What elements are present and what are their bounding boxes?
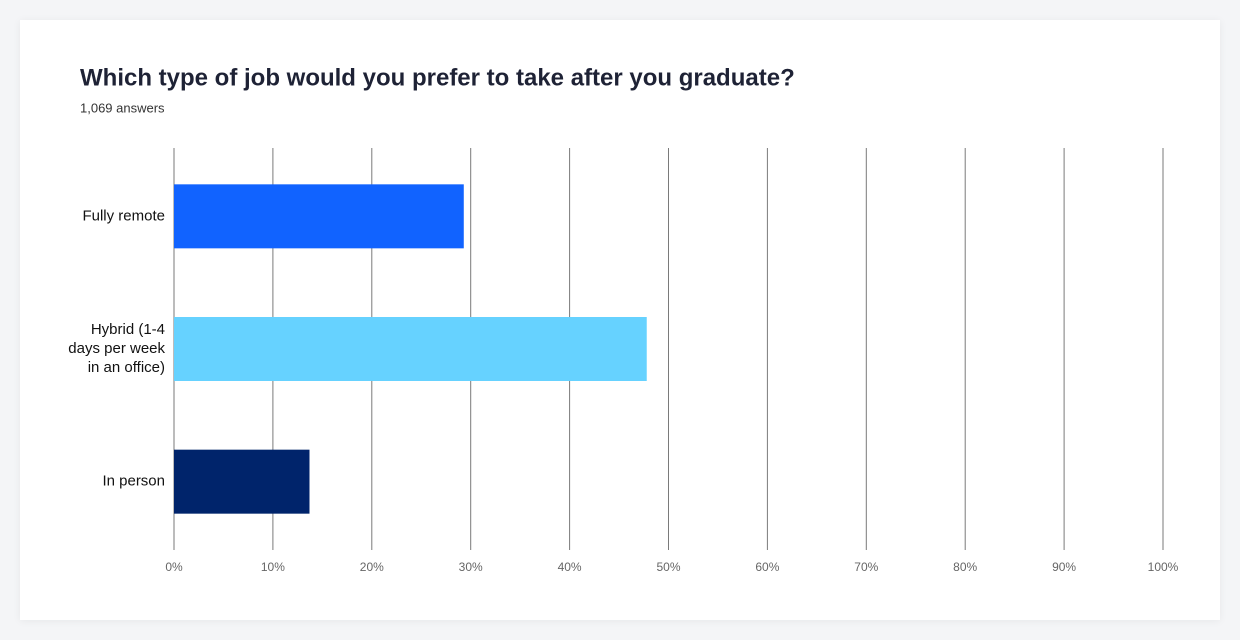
x-tick-label: 10% bbox=[261, 560, 285, 574]
x-tick-label: 20% bbox=[360, 560, 384, 574]
y-tick-label: Hybrid (1-4 days per week in an office) bbox=[68, 321, 165, 376]
x-tick-label: 100% bbox=[1148, 560, 1179, 574]
chart-subtitle: 1,069 answers bbox=[80, 100, 165, 115]
x-tick-label: 70% bbox=[854, 560, 878, 574]
bar bbox=[174, 184, 464, 249]
chart-title: Which type of job would you prefer to ta… bbox=[80, 64, 795, 91]
y-tick-label: Fully remote bbox=[82, 207, 165, 224]
y-tick-label: In person bbox=[102, 473, 165, 490]
x-tick-label: 90% bbox=[1052, 560, 1076, 574]
x-tick-label: 0% bbox=[165, 560, 183, 574]
bar bbox=[174, 449, 310, 514]
x-tick-label: 60% bbox=[755, 560, 779, 574]
bar bbox=[174, 317, 647, 381]
x-tick-label: 40% bbox=[558, 560, 582, 574]
x-tick-label: 80% bbox=[953, 560, 977, 574]
x-tick-label: 30% bbox=[459, 560, 483, 574]
x-tick-label: 50% bbox=[656, 560, 680, 574]
